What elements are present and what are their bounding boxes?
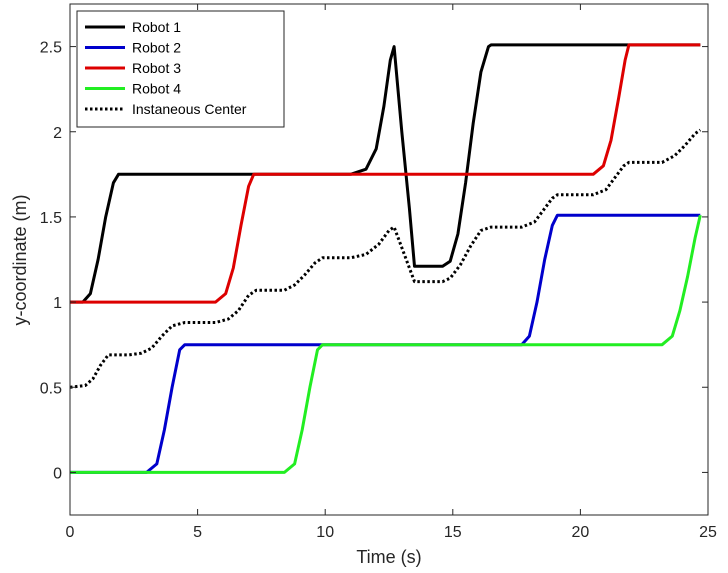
- y-tick-label: 0: [53, 465, 62, 482]
- x-axis-label: Time (s): [356, 547, 421, 567]
- legend-label-2: Robot 2: [132, 40, 181, 56]
- legend: Robot 1 Robot 2 Robot 3 Robot 4 Instaneous C…: [76, 10, 285, 128]
- legend-label-5: Instaneous Center: [132, 101, 247, 117]
- x-tick-label: 15: [444, 524, 462, 541]
- x-tick-label: 10: [316, 524, 334, 541]
- y-tick-label: 0.5: [40, 380, 62, 397]
- series-line-3: [70, 43, 701, 304]
- series-line-4: [70, 214, 702, 474]
- y-tick-label: 1: [53, 295, 62, 312]
- legend-label-1: Robot 1: [132, 19, 181, 35]
- series-line-5: [69, 128, 702, 389]
- y-tick-label: 2: [53, 125, 62, 142]
- tick-layer: 0 5 10 15 20 25 0 0.5 1 1.5 2 2.5: [40, 4, 717, 541]
- y-tick-label: 2.5: [40, 40, 62, 57]
- series-line-1: [70, 43, 701, 304]
- x-tick-label: 20: [572, 524, 590, 541]
- x-tick-label: 0: [66, 524, 75, 541]
- y-tick-label: 1.5: [40, 210, 62, 227]
- legend-label-3: Robot 3: [132, 60, 181, 76]
- y-axis-label: y-coordinate (m): [10, 194, 30, 325]
- series-layer: [69, 43, 702, 474]
- plot-frame: [69, 3, 709, 516]
- x-tick-label: 5: [193, 524, 202, 541]
- legend-label-4: Robot 4: [132, 81, 181, 97]
- x-tick-label: 25: [699, 524, 717, 541]
- legend-entries: Robot 1 Robot 2 Robot 3 Robot 4 Instaneous C…: [85, 19, 247, 117]
